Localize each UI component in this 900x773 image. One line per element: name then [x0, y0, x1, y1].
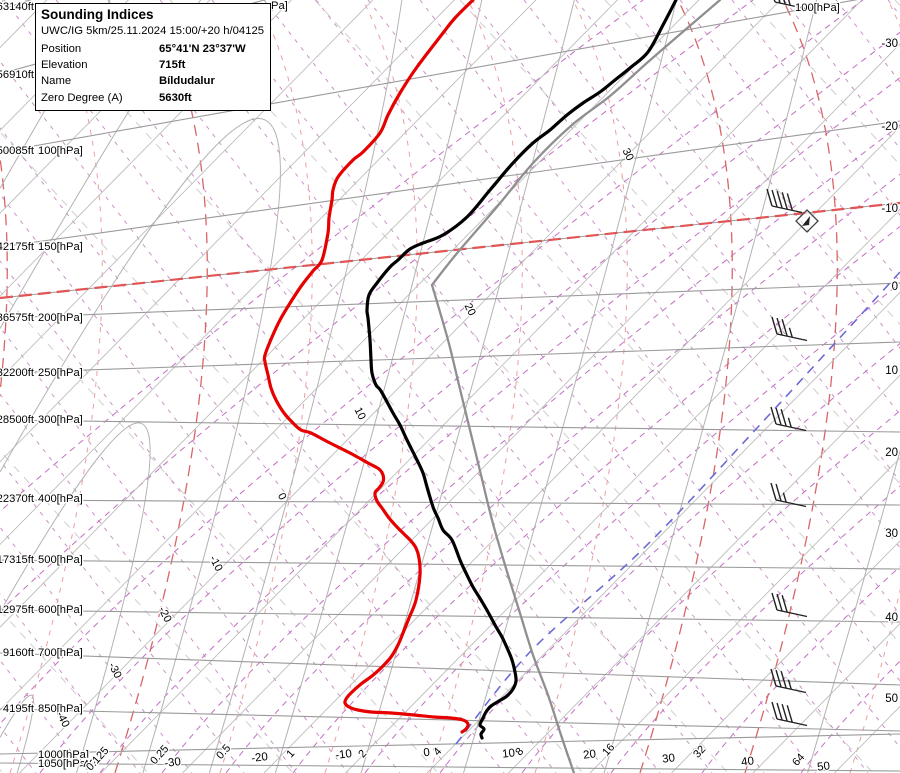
svg-text:32: 32 [691, 743, 708, 760]
svg-text:200[hPa]: 200[hPa] [38, 312, 83, 324]
elevation-label: Elevation [41, 59, 88, 72]
svg-text:500[hPa]: 500[hPa] [38, 554, 83, 566]
svg-text:0: 0 [423, 747, 431, 760]
tropopause-line [0, 201, 900, 300]
svg-text:Pa]: Pa] [271, 0, 288, 12]
model-run-line: UWC/IG 5km/25.11.2024 15:00/+20 h/04125 [41, 25, 265, 37]
svg-text:300[hPa]: 300[hPa] [38, 414, 83, 426]
svg-text:-30: -30 [164, 756, 182, 770]
wind-barb [773, 0, 806, 10]
svg-text:1050[hPa]: 1050[hPa] [38, 758, 89, 770]
svg-text:400[hPa]: 400[hPa] [38, 493, 83, 505]
svg-text:-40: -40 [79, 758, 97, 772]
svg-text:-10: -10 [881, 203, 898, 215]
dewpoint-curve [262, 0, 475, 734]
wind-barb [770, 406, 807, 432]
sounding-indices-panel: Sounding Indices UWC/IG 5km/25.11.2024 1… [35, 3, 271, 111]
svg-text:-20: -20 [251, 751, 269, 765]
svg-text:4195ft: 4195ft [3, 703, 35, 715]
wind-barb [770, 668, 807, 694]
svg-text:-30: -30 [881, 38, 898, 50]
position-value: 65°41'N 23°37'W [159, 43, 246, 55]
svg-text:28500ft: 28500ft [0, 414, 35, 426]
svg-text:50085ft: 50085ft [0, 145, 35, 157]
svg-text:150[hPa]: 150[hPa] [38, 241, 83, 253]
svg-text:10: 10 [352, 405, 368, 421]
svg-text:850[hPa]: 850[hPa] [38, 703, 83, 715]
svg-text:2: 2 [356, 748, 369, 761]
svg-text:-10: -10 [335, 748, 353, 762]
svg-text:600[hPa]: 600[hPa] [38, 604, 83, 616]
svg-text:16: 16 [600, 741, 617, 758]
surface-mixing-line [455, 271, 900, 745]
wind-barb [771, 592, 808, 618]
info-row-name: Name Bíldudalur [41, 73, 265, 89]
wind-barb [766, 188, 819, 233]
svg-text:100[hPa]: 100[hPa] [795, 2, 840, 14]
wind-barb [771, 316, 808, 342]
panel-title: Sounding Indices [41, 7, 154, 22]
svg-text:40: 40 [885, 612, 898, 624]
name-value: Bíldudalur [159, 75, 215, 88]
name-label: Name [41, 75, 72, 88]
svg-text:0: 0 [892, 281, 898, 293]
svg-text:20: 20 [885, 447, 898, 459]
zero-degree-label: Zero Degree (A) [41, 91, 123, 104]
svg-text:50: 50 [817, 760, 831, 773]
svg-text:22370ft: 22370ft [0, 493, 35, 505]
svg-text:30: 30 [885, 528, 898, 540]
svg-text:-20: -20 [881, 121, 898, 133]
svg-text:1000[hPa]: 1000[hPa] [38, 749, 89, 761]
right-axis-labels: -30 -20 -10 0 10 20 30 40 50 100[hPa] [794, 1, 900, 707]
svg-text:17315ft: 17315ft [0, 554, 35, 566]
svg-text:9160ft: 9160ft [3, 647, 35, 659]
svg-text:63140ft: 63140ft [0, 1, 35, 13]
svg-text:42175ft: 42175ft [0, 241, 35, 253]
svg-text:12975ft: 12975ft [0, 604, 35, 616]
svg-text:10: 10 [885, 365, 898, 377]
svg-text:36575ft: 36575ft [0, 312, 35, 324]
wind-barb [771, 701, 808, 727]
svg-text:10: 10 [502, 747, 516, 760]
svg-text:-20: -20 [156, 605, 174, 625]
svg-text:30: 30 [662, 752, 676, 765]
svg-text:700[hPa]: 700[hPa] [38, 647, 83, 659]
svg-text:32200ft: 32200ft [0, 367, 35, 379]
info-row-elevation: Elevation 715ft [41, 57, 265, 73]
wind-barb [770, 482, 807, 508]
info-row-position: Position 65°41'N 23°37'W [41, 41, 265, 57]
parcel-curve [430, 0, 722, 773]
diamond-arrow-icon [802, 216, 810, 226]
svg-text:250[hPa]: 250[hPa] [38, 367, 83, 379]
elevation-value: 715ft [159, 59, 186, 72]
svg-text:40: 40 [741, 755, 755, 768]
left-axis-labels: 63140ft 56910ft 50085ft 42175ft 36575ft 32200… [0, 0, 289, 771]
svg-text:20: 20 [583, 748, 597, 761]
position-label: Position [41, 43, 82, 55]
svg-text:1: 1 [284, 748, 297, 761]
bottom-axis-labels: -40 -30 -20 -10 0 10 20 30 40 500.125 0.25 0.5 1 2 4 8 1… [77, 740, 832, 773]
svg-text:64: 64 [790, 751, 807, 768]
zero-degree-value: 5630ft [159, 91, 192, 104]
info-row-zero-degree: Zero Degree (A) 5630ft [41, 90, 265, 106]
svg-text:50: 50 [885, 693, 898, 705]
wind-barbs [766, 0, 819, 727]
svg-text:20: 20 [462, 301, 478, 317]
svg-text:-30: -30 [106, 661, 124, 681]
svg-text:100[hPa]: 100[hPa] [38, 145, 83, 157]
temperature-curve [365, 0, 678, 740]
svg-text:-10: -10 [207, 554, 225, 574]
svg-text:56910ft: 56910ft [0, 69, 35, 81]
